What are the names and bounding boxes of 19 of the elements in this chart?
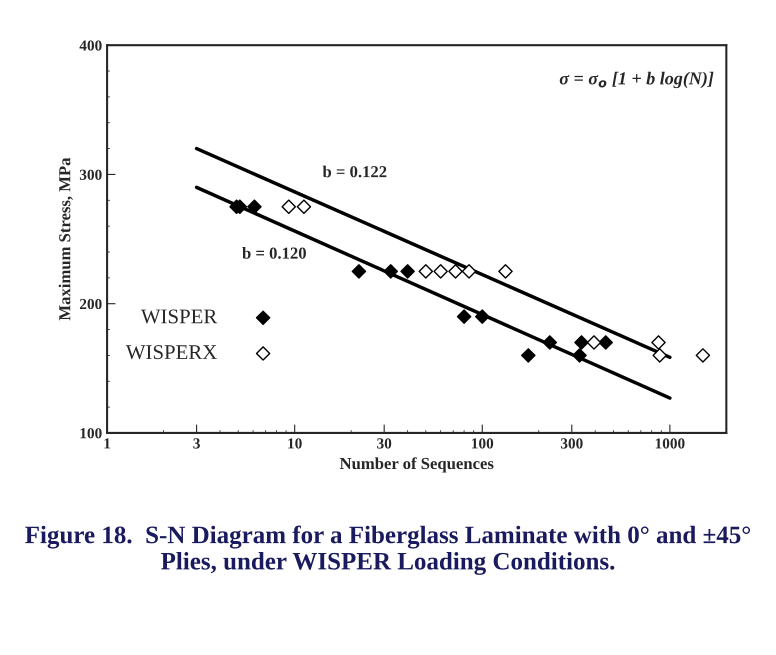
x-tick-label: 100 xyxy=(472,438,494,449)
y-tick-label: 100 xyxy=(80,428,102,438)
x-tick-label: 1 xyxy=(104,438,110,448)
x-axis-title: Number of Sequences xyxy=(340,457,494,473)
x-tick-label: 10 xyxy=(288,438,302,449)
x-tick-label: 3 xyxy=(193,438,200,449)
text: Figure 18. S-N Diagram for a Fiberglass Laminate with 0° and ±45° Plies, under WISPER Loading Conditions. xyxy=(25,525,750,575)
y-axis-title: Maximum Stress, MPa xyxy=(58,158,73,320)
annotation: b = 0.120 xyxy=(242,247,306,259)
x-tick-label: 1000 xyxy=(656,438,685,449)
annotation: σ = σ$_{o}$ [1 + b log(N)] xyxy=(560,72,714,88)
y-tick-label: 400 xyxy=(80,40,102,51)
x-tick-label: 300 xyxy=(560,438,583,449)
legend-label: WISPER xyxy=(140,309,218,324)
y-tick-label: 200 xyxy=(80,298,102,310)
x-tick-label: 30 xyxy=(377,438,392,449)
y-tick-label: 300 xyxy=(80,170,102,180)
annotation: b = 0.122 xyxy=(322,166,386,178)
legend-label: WISPERX xyxy=(126,345,217,360)
